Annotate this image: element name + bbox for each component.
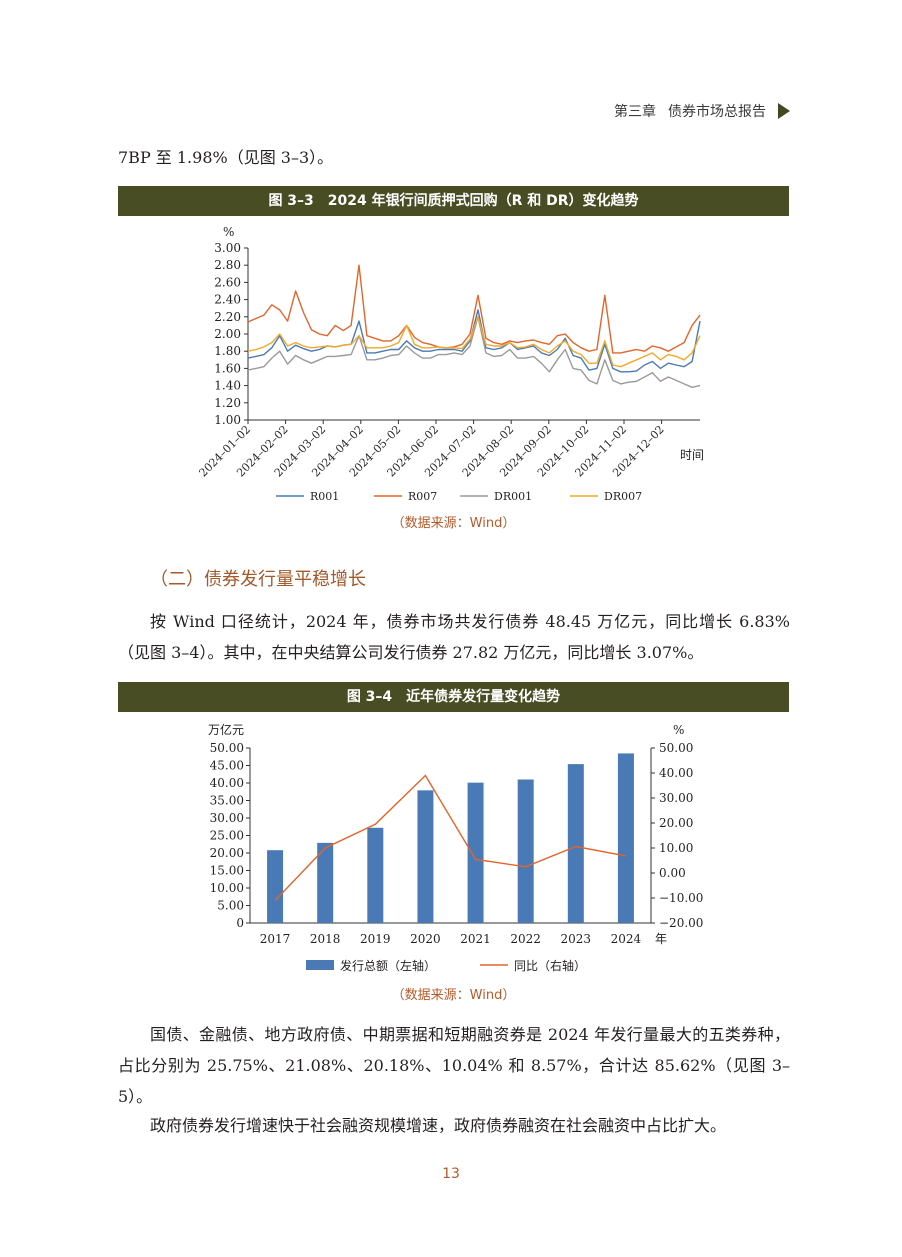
legend-label-dr001: DR001	[494, 490, 532, 503]
legend-swatch-issuance	[306, 960, 334, 970]
y-tick-label: 2.60	[214, 275, 241, 289]
figure-3-4-title: 图 3–4 近年债券发行量变化趋势	[118, 682, 789, 712]
left-tick-label: 25.00	[210, 829, 244, 843]
issuance-bar-chart: 万亿元 % 50.00 45.00 40.00 35.00 30.00 25.00 20.00 1…	[208, 722, 703, 973]
intro-text: 7BP 至 1.98%（见图 3–3）。	[118, 148, 334, 167]
paragraph-government-bonds: 政府债券发行增速快于社会融资规模增速，政府债券融资在社会融资中占比扩大。	[150, 1116, 727, 1135]
right-tick-label: 40.00	[659, 766, 693, 780]
series-line-dr007	[247, 316, 701, 368]
y-tick-label: 2.00	[214, 327, 241, 341]
right-tick-label: 50.00	[659, 741, 693, 755]
right-axis-unit: %	[673, 723, 684, 737]
y-tick-label: 1.20	[214, 396, 241, 410]
left-tick-label: 10.00	[210, 881, 244, 895]
figure-3-3-source: （数据来源：Wind）	[391, 516, 516, 531]
series-line-dr001	[247, 316, 701, 389]
y-tick-label: 1.40	[214, 379, 241, 393]
bar-2024	[617, 753, 634, 923]
y-tick-label: 2.20	[214, 310, 241, 324]
page-number: 13	[442, 1166, 460, 1182]
figure-3-4-source: （数据来源：Wind）	[391, 988, 516, 1003]
right-tick-label: −20.00	[659, 916, 703, 930]
bar-2019	[367, 827, 384, 923]
y-tick-label: 1.80	[214, 344, 241, 358]
series-line-r001	[247, 309, 701, 373]
running-header: 第三章 债券市场总报告	[614, 101, 790, 121]
figure-3-3-title: 图 3–3 2024 年银行间质押式回购（R 和 DR）变化趋势	[118, 186, 789, 216]
y-tick-label: 1.60	[214, 361, 241, 375]
left-tick-label: 5.00	[217, 899, 244, 913]
x-tick-label: 2017	[260, 932, 291, 946]
arrow-right-icon	[778, 103, 790, 119]
right-tick-label: 20.00	[659, 816, 693, 830]
legend-label-yoy: 同比（右轴）	[514, 958, 586, 973]
left-tick-label: 30.00	[210, 811, 244, 825]
series-line-r007	[247, 264, 701, 354]
x-tick-label: 2020	[410, 932, 441, 946]
x-tick-label: 2019	[360, 932, 391, 946]
x-tick-label: 2021	[460, 932, 491, 946]
left-tick-label: 40.00	[210, 776, 244, 790]
right-tick-label: 10.00	[659, 841, 693, 855]
legend-label-issuance: 发行总额（左轴）	[340, 958, 436, 973]
y-axis-unit: %	[223, 225, 234, 239]
bar-2023	[567, 764, 584, 923]
chapter-label: 第三章	[614, 104, 656, 120]
paragraph-issuance: 按 Wind 口径统计，2024 年，债券市场共发行债券 48.45 万亿元，同…	[118, 612, 790, 662]
right-tick-label: 30.00	[659, 791, 693, 805]
left-axis-unit: 万亿元	[208, 722, 244, 737]
right-tick-label: 0.00	[659, 866, 686, 880]
y-tick-label: 2.40	[214, 293, 241, 307]
x-axis-title: 时间	[680, 448, 704, 462]
left-tick-label: 35.00	[210, 794, 244, 808]
bar-2021	[467, 782, 484, 923]
right-tick-label: −10.00	[659, 891, 703, 905]
legend-label-r007: R007	[408, 490, 437, 503]
legend-label-dr007: DR007	[604, 490, 642, 503]
repo-rate-line-chart: % 3.00 2.80 2.60 2.40 2.20 2.00 1.80 1.60 1.40 1.2…	[197, 225, 704, 503]
bar-2017	[267, 850, 284, 923]
chapter-title: 债券市场总报告	[668, 104, 766, 120]
x-tick-label: 2018	[310, 932, 341, 946]
legend-label-r001: R001	[310, 490, 339, 503]
x-axis-title: 年	[655, 932, 667, 946]
paragraph-bond-types: 国债、金融债、地方政府债、中期票据和短期融资券是 2024 年发行量最大的五类券…	[118, 1025, 790, 1106]
bar-2022	[517, 779, 534, 923]
x-tick-label: 2023	[561, 932, 592, 946]
left-tick-label: 0	[236, 916, 244, 930]
left-tick-label: 15.00	[210, 864, 244, 878]
left-tick-label: 50.00	[210, 741, 244, 755]
yoy-growth-line	[274, 774, 627, 901]
y-tick-label: 3.00	[214, 241, 241, 255]
x-tick-label: 2022	[510, 932, 541, 946]
x-tick-label: 2024	[611, 932, 642, 946]
section-heading: （二）债券发行量平稳增长	[150, 569, 366, 590]
left-tick-label: 45.00	[210, 759, 244, 773]
y-tick-label: 1.00	[214, 413, 241, 427]
left-tick-label: 20.00	[210, 846, 244, 860]
bar-2020	[417, 790, 434, 923]
bar-2018	[317, 842, 334, 923]
y-tick-label: 2.80	[214, 258, 241, 272]
